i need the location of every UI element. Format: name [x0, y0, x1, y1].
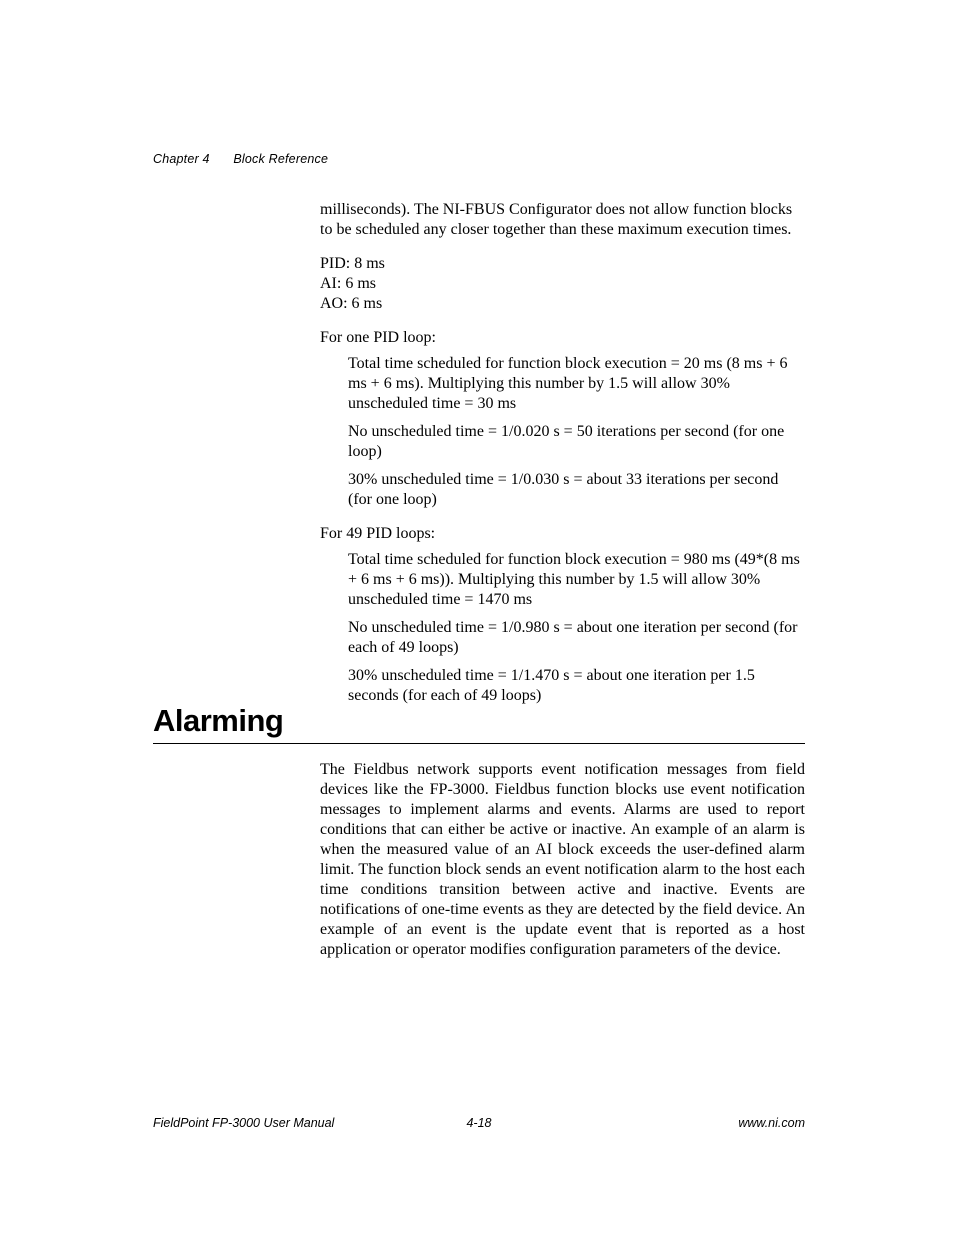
loop49-p3: 30% unscheduled time = 1/1.470 s = about… [348, 666, 805, 706]
loop1-label: For one PID loop: [320, 328, 805, 348]
timing-lines: PID: 8 ms AI: 6 ms AO: 6 ms [320, 254, 805, 314]
timing-pid: PID: 8 ms [320, 254, 805, 274]
page: Chapter 4 Block Reference milliseconds).… [0, 0, 954, 1235]
section-body-alarming: The Fieldbus network supports event noti… [320, 760, 805, 960]
loop1-p3: 30% unscheduled time = 1/0.030 s = about… [348, 470, 805, 510]
footer-center: 4-18 [153, 1116, 805, 1130]
section-heading-alarming: Alarming [153, 703, 805, 744]
chapter-title: Block Reference [233, 152, 328, 166]
intro-paragraph: milliseconds). The NI-FBUS Configurator … [320, 200, 805, 240]
body-column: milliseconds). The NI-FBUS Configurator … [320, 200, 805, 714]
timing-ao: AO: 6 ms [320, 294, 805, 314]
loop1-p1: Total time scheduled for function block … [348, 354, 805, 414]
running-header: Chapter 4 Block Reference [153, 152, 328, 166]
alarming-paragraph: The Fieldbus network supports event noti… [320, 760, 805, 960]
loop1-p2: No unscheduled time = 1/0.020 s = 50 ite… [348, 422, 805, 462]
loop1-block: Total time scheduled for function block … [348, 354, 805, 510]
loop49-p2: No unscheduled time = 1/0.980 s = about … [348, 618, 805, 658]
loop49-p1: Total time scheduled for function block … [348, 550, 805, 610]
timing-ai: AI: 6 ms [320, 274, 805, 294]
loop49-block: Total time scheduled for function block … [348, 550, 805, 706]
loop49-label: For 49 PID loops: [320, 524, 805, 544]
chapter-number: Chapter 4 [153, 152, 210, 166]
footer-right: www.ni.com [738, 1116, 805, 1130]
